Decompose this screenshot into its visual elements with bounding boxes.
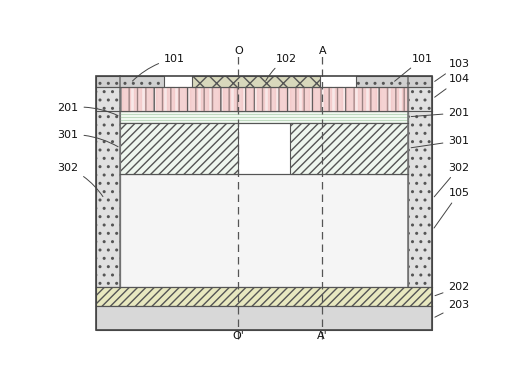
Bar	[192, 76, 320, 87]
Text: 301: 301	[57, 130, 118, 147]
Bar	[121, 87, 409, 111]
Bar	[409, 76, 432, 287]
Text: 302: 302	[434, 163, 470, 197]
Text: 201: 201	[411, 108, 470, 118]
Bar	[96, 76, 432, 331]
Text: 202: 202	[435, 282, 470, 296]
Text: 301: 301	[411, 136, 470, 148]
Bar	[121, 173, 409, 287]
Text: A: A	[318, 45, 326, 55]
Text: 203: 203	[435, 300, 470, 317]
Text: 105: 105	[434, 188, 470, 228]
Text: 102: 102	[266, 54, 297, 81]
Bar	[357, 76, 432, 87]
Text: 101: 101	[133, 54, 185, 81]
Bar	[121, 111, 409, 123]
Text: 104: 104	[434, 74, 470, 97]
Bar	[96, 307, 432, 331]
Bar	[291, 123, 409, 173]
Text: 201: 201	[57, 103, 118, 116]
Text: 103: 103	[434, 59, 470, 81]
Bar	[121, 123, 238, 173]
Text: A': A'	[317, 331, 328, 341]
Bar	[96, 287, 432, 307]
Text: O: O	[234, 45, 243, 55]
Text: O': O'	[233, 331, 245, 341]
Text: 101: 101	[395, 54, 433, 81]
Bar	[96, 76, 165, 87]
Bar	[96, 76, 121, 287]
Text: 302: 302	[57, 163, 103, 197]
